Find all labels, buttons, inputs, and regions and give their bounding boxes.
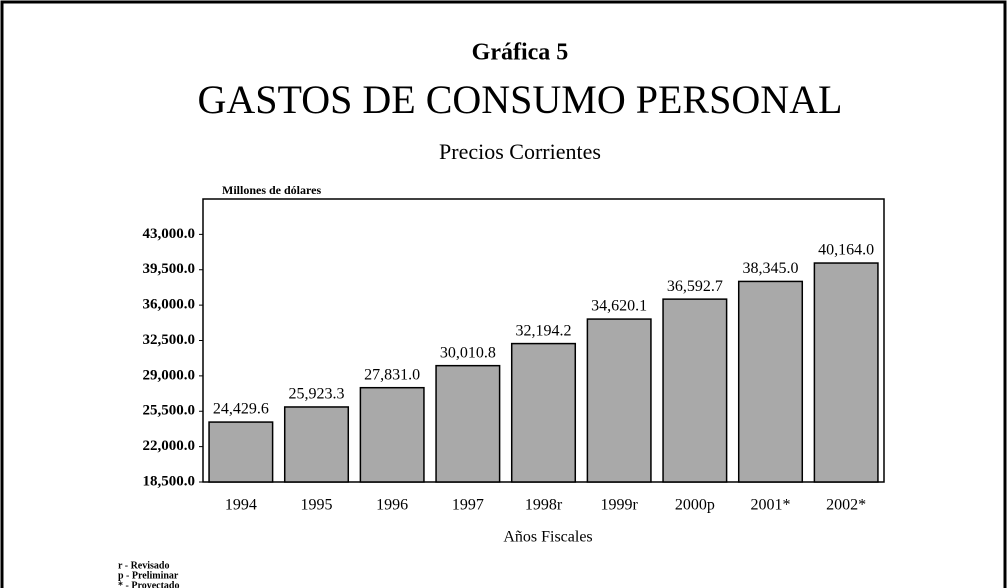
y-tick-label: 18,500.0 <box>143 473 196 489</box>
value-label: 36,592.7 <box>667 278 723 295</box>
x-axis-label: Años Fiscales <box>503 529 592 546</box>
value-label: 30,010.8 <box>440 344 496 361</box>
note: * - Proyectado <box>118 580 179 588</box>
bar <box>208 421 274 483</box>
y-tick-label: 39,500.0 <box>143 261 196 277</box>
value-label: 38,345.0 <box>743 260 799 277</box>
bar <box>662 298 728 483</box>
chart-title: Gráfica 5 <box>472 40 569 66</box>
note: r - Revisado <box>118 560 169 571</box>
value-label: 32,194.2 <box>516 322 572 339</box>
chart-subtitle: GASTOS DE CONSUMO PERSONAL <box>198 77 843 122</box>
value-label: 27,831.0 <box>364 366 420 383</box>
y-tick-label: 29,000.0 <box>143 367 196 383</box>
bar <box>737 280 804 483</box>
chart-subtitle2: Precios Corrientes <box>439 139 601 164</box>
x-tick-label: 2002* <box>826 497 866 514</box>
x-tick-label: 1996 <box>376 497 408 514</box>
y-tick-label: 36,000.0 <box>143 297 196 313</box>
y-axis-label: Millones de dólares <box>222 183 321 197</box>
x-tick-label: 1995 <box>301 497 333 514</box>
value-label: 40,164.0 <box>818 242 874 259</box>
bar <box>359 386 425 483</box>
x-tick-label: 1998r <box>525 497 563 514</box>
bar <box>510 342 577 483</box>
bar <box>813 262 879 483</box>
y-tick-label: 32,500.0 <box>143 332 196 348</box>
y-tick-label: 43,000.0 <box>143 226 196 242</box>
value-label: 24,429.6 <box>213 401 269 418</box>
bar <box>283 406 350 483</box>
x-tick-label: 1997 <box>452 497 484 514</box>
value-label: 34,620.1 <box>591 298 647 315</box>
bar <box>586 318 652 483</box>
y-tick-label: 25,500.0 <box>143 403 196 419</box>
value-label: 25,923.3 <box>289 386 345 403</box>
x-tick-label: 1994 <box>225 497 257 514</box>
y-tick-label: 22,000.0 <box>143 438 196 454</box>
x-tick-label: 1999r <box>601 497 639 514</box>
bar <box>435 364 501 483</box>
note: p - Preliminar <box>118 570 179 581</box>
x-tick-label: 2001* <box>751 497 791 514</box>
x-tick-label: 2000p <box>675 497 715 514</box>
